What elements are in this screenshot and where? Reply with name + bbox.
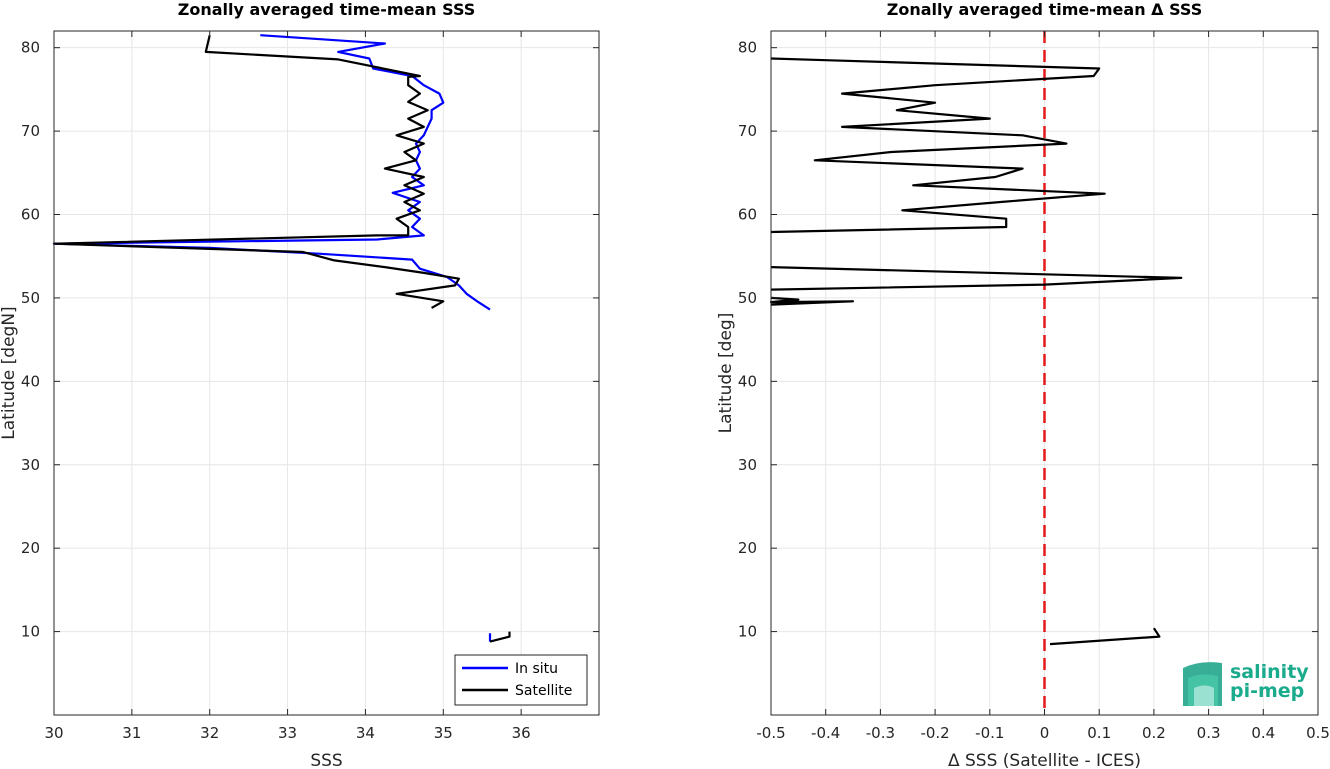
legend-label-satellite: Satellite — [515, 683, 572, 699]
delta-ticks: -0.5 -0.4 -0.3 -0.2 -0.1 0 0.1 0.2 0.3 0.4 0.5 10 20… — [738, 31, 1330, 742]
sss-panel: 30 31 32 33 34 35 36 10 20 30 40 50 60 70 80 Zonally a… — [0, 0, 600, 769]
sss-x-axis-label: SSS — [310, 751, 342, 769]
delta-series-line — [769, 296, 855, 306]
y-tick-label: 20 — [738, 539, 757, 557]
x-tick-label: -0.4 — [811, 724, 840, 742]
x-tick-label: 0.1 — [1087, 724, 1111, 742]
delta-series-line — [770, 266, 1183, 291]
x-tick-label: 0 — [1040, 724, 1050, 742]
y-tick-label: 50 — [21, 289, 40, 307]
y-tick-label: 10 — [738, 623, 757, 641]
y-tick-label: 40 — [738, 372, 757, 390]
legend-box — [454, 654, 588, 706]
in-situ-series-line — [52, 34, 491, 311]
x-tick-label: 0.4 — [1251, 724, 1275, 742]
sss-chart-title: Zonally averaged time-mean SSS — [178, 0, 476, 19]
sss-y-axis-label: Latitude [degN] — [0, 306, 19, 439]
logo-text-pi-mep: pi-mep — [1230, 680, 1304, 702]
x-tick-label: -0.1 — [975, 724, 1004, 742]
y-tick-label: 50 — [738, 289, 757, 307]
x-tick-label: -0.5 — [756, 724, 785, 742]
y-tick-label: 30 — [738, 456, 757, 474]
x-tick-label: -0.2 — [920, 724, 949, 742]
logo-wave-icon — [1183, 662, 1222, 706]
delta-series-line — [1049, 627, 1161, 646]
y-tick-label: 60 — [21, 206, 40, 224]
x-tick-label: 0.5 — [1306, 724, 1330, 742]
logo-text-salinity: salinity — [1230, 661, 1309, 683]
delta-lines — [769, 31, 1183, 715]
x-tick-label: 31 — [122, 724, 141, 742]
x-tick-label: 30 — [44, 724, 63, 742]
salinity-pi-mep-logo: salinity pi-mep — [1183, 661, 1309, 706]
delta-y-axis-label: Latitude [deg] — [716, 313, 736, 434]
sss-axes-box — [53, 30, 600, 716]
x-tick-label: 36 — [512, 724, 531, 742]
x-tick-label: -0.3 — [866, 724, 895, 742]
delta-x-axis-label: Δ SSS (Satellite - ICES) — [948, 751, 1141, 769]
y-tick-label: 10 — [21, 623, 40, 641]
y-tick-label: 70 — [21, 122, 40, 140]
x-tick-label: 34 — [356, 724, 375, 742]
x-tick-label: 33 — [278, 724, 297, 742]
satellite-series-line — [489, 631, 511, 643]
y-tick-label: 30 — [21, 456, 40, 474]
y-tick-label: 40 — [21, 372, 40, 390]
x-tick-label: 32 — [200, 724, 219, 742]
x-tick-label: 35 — [434, 724, 453, 742]
legend-label-in-situ: In situ — [515, 661, 558, 677]
y-tick-label: 60 — [738, 206, 757, 224]
y-tick-label: 20 — [21, 539, 40, 557]
sss-grid — [53, 31, 599, 715]
y-tick-label: 80 — [738, 39, 757, 57]
sss-lines — [52, 34, 511, 643]
y-tick-label: 80 — [21, 39, 40, 57]
legend: In situ Satellite — [454, 654, 588, 706]
satellite-series-line — [52, 34, 460, 309]
x-tick-label: 0.3 — [1197, 724, 1221, 742]
sss-ticks: 30 31 32 33 34 35 36 10 20 30 40 50 60 70 80 — [21, 31, 599, 742]
delta-sss-panel: -0.5 -0.4 -0.3 -0.2 -0.1 0 0.1 0.2 0.3 0.4 0.5 10 20… — [716, 0, 1330, 769]
x-tick-label: 0.2 — [1142, 724, 1166, 742]
y-tick-label: 70 — [738, 122, 757, 140]
delta-series-line — [770, 57, 1106, 234]
delta-chart-title: Zonally averaged time-mean Δ SSS — [887, 0, 1203, 19]
